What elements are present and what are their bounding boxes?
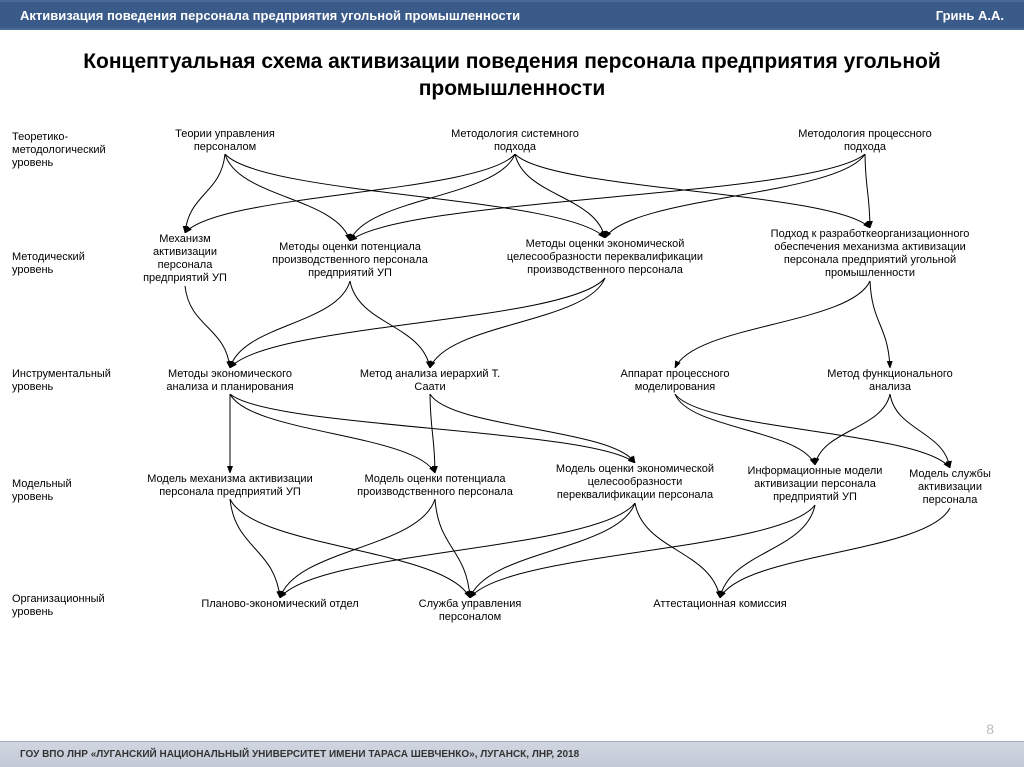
diagram-node: Подход к разработкеорганизационного обес… [755, 228, 985, 281]
diagram-edge [515, 154, 605, 238]
diagram-node: Методология системного подхода [430, 128, 600, 154]
diagram-node: Служба управления персоналом [400, 598, 540, 624]
title-block: Концептуальная схема активизации поведен… [0, 30, 1024, 113]
diagram-node: Модель оценки экономической целесообразн… [545, 463, 725, 503]
diagram-edge [515, 154, 870, 228]
diagram-edge [470, 503, 635, 598]
diagram-edge [350, 154, 515, 241]
diagram-edge [350, 281, 430, 368]
diagram-edge [280, 503, 635, 598]
diagram-node: Планово-экономический отдел [200, 598, 360, 611]
footer-bar: ГОУ ВПО ЛНР «ЛУГАНСКИЙ НАЦИОНАЛЬНЫЙ УНИВ… [0, 741, 1024, 767]
diagram-edge [815, 394, 890, 465]
diagram-node: Методы экономического анализа и планиров… [150, 368, 310, 394]
header-title: Активизация поведения персонала предприя… [20, 8, 520, 23]
diagram-edge [470, 505, 815, 598]
diagram-edge [870, 281, 890, 368]
row-label: Теоретико-методологический уровень [12, 131, 112, 171]
diagram-edge [430, 394, 635, 463]
diagram-edge [230, 278, 605, 368]
diagram-edge [230, 394, 435, 473]
diagram-node: Методология процессного подхода [790, 128, 940, 154]
page-number: 8 [986, 721, 994, 737]
diagram-node: Теории управления персоналом [160, 128, 290, 154]
footer-text: ГОУ ВПО ЛНР «ЛУГАНСКИЙ НАЦИОНАЛЬНЫЙ УНИВ… [20, 749, 579, 760]
diagram-node: Модель службы активизации персонала [895, 468, 1005, 508]
diagram-node: Механизм активизации персонала предприят… [135, 233, 235, 286]
diagram-edge [635, 503, 720, 598]
diagram-edge [225, 154, 605, 238]
diagram-edge [605, 154, 865, 238]
diagram-node: Аттестационная комиссия [640, 598, 800, 611]
diagram-edge [185, 286, 230, 368]
diagram-edge [430, 278, 605, 368]
header-bar: Активизация поведения персонала предприя… [0, 0, 1024, 30]
diagram-edge [675, 394, 950, 468]
diagram-node: Методы оценки потенциала производственно… [255, 241, 445, 281]
diagram-node: Метод функционального анализа [810, 368, 970, 394]
diagram-node: Информационные модели активизации персон… [745, 465, 885, 505]
diagram-node: Модель оценки потенциала производственно… [345, 473, 525, 499]
diagram-edge [720, 508, 950, 598]
diagram-edge [280, 499, 435, 598]
diagram-area: Теоретико-методологический уровень Методи… [0, 113, 1024, 703]
diagram-node: Методы оценки экономической целесообразн… [500, 238, 710, 278]
diagram-edge [230, 394, 635, 463]
diagram-edge [225, 154, 350, 241]
diagram-edge [185, 154, 515, 233]
diagram-edge [865, 154, 870, 228]
row-label: Организационный уровень [12, 593, 112, 619]
diagram-edge [890, 394, 950, 468]
diagram-edge [230, 499, 280, 598]
diagram-edge [430, 394, 435, 473]
row-label: Методический уровень [12, 251, 112, 277]
diagram-edge [185, 154, 225, 233]
diagram-edge [720, 505, 815, 598]
diagram-edge [675, 281, 870, 368]
diagram-edge [675, 394, 815, 465]
diagram-node: Метод анализа иерархий Т. Саати [350, 368, 510, 394]
row-label: Инструментальный уровень [12, 368, 112, 394]
diagram-node: Модель механизма активизации персонала п… [145, 473, 315, 499]
diagram-node: Аппарат процессного моделирования [600, 368, 750, 394]
header-author: Гринь А.А. [936, 8, 1004, 23]
diagram-edge [435, 499, 470, 598]
diagram-edge [230, 499, 470, 598]
row-label: Модельный уровень [12, 478, 112, 504]
diagram-edge [230, 281, 350, 368]
page-title: Концептуальная схема активизации поведен… [80, 48, 944, 103]
